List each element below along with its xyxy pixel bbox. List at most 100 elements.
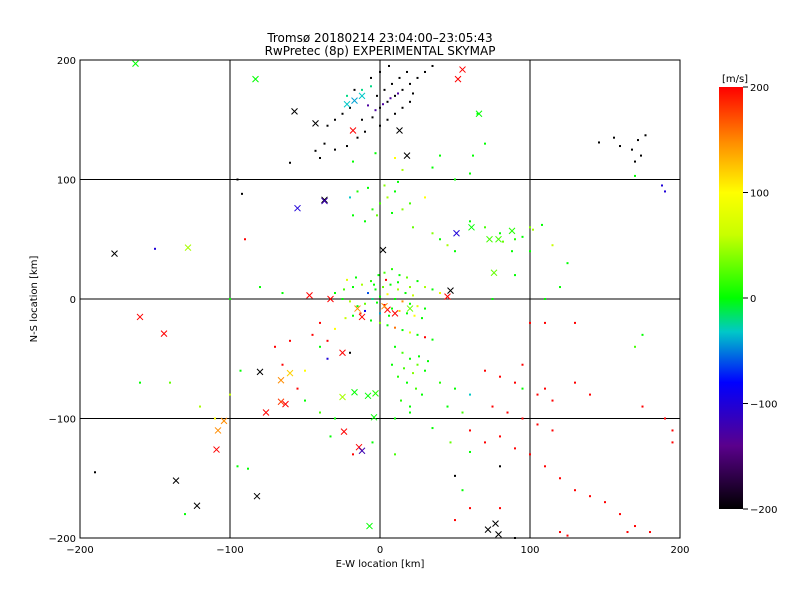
data-point-dot xyxy=(412,372,414,375)
data-point-dot xyxy=(214,417,216,420)
data-point-dot xyxy=(454,387,456,390)
data-point-dot xyxy=(397,288,399,291)
data-point-dot xyxy=(484,142,486,145)
data-point-dot xyxy=(401,88,404,91)
data-point-dot xyxy=(424,196,426,199)
data-point-dot xyxy=(346,145,348,148)
data-point-dot xyxy=(649,531,651,534)
data-point-dot xyxy=(401,208,404,211)
x-axis: −200 −100 0 100 200 xyxy=(66,545,689,556)
data-point-dot xyxy=(424,336,426,339)
data-point-dot xyxy=(514,447,516,450)
data-point-dot xyxy=(289,339,291,342)
data-point-dot xyxy=(334,148,336,151)
data-point-dot xyxy=(413,314,416,317)
y-tick-label: 200 xyxy=(57,56,76,67)
data-point-cross xyxy=(339,393,346,401)
data-point-cross xyxy=(256,368,264,376)
data-point-cross xyxy=(351,97,358,104)
data-point-cross xyxy=(372,390,379,397)
data-point-cross xyxy=(391,309,399,317)
data-point-dot xyxy=(664,190,666,193)
data-point-dot xyxy=(386,324,389,327)
data-point-dot xyxy=(391,268,393,271)
data-point-dot xyxy=(499,435,501,438)
data-point-dot xyxy=(416,333,419,336)
data-point-dot xyxy=(383,271,386,274)
data-point-dot xyxy=(640,154,642,157)
data-point-cross xyxy=(364,392,372,400)
data-point-cross xyxy=(349,127,357,134)
data-point-cross xyxy=(193,502,201,510)
data-point-cross xyxy=(475,110,483,118)
x-tick-label: −200 xyxy=(66,545,93,556)
data-point-dot xyxy=(353,88,356,91)
data-point-cross xyxy=(253,492,261,500)
data-point-dot xyxy=(461,489,464,492)
data-point-dot xyxy=(379,312,381,315)
data-point-dot xyxy=(409,302,411,305)
data-point-dot xyxy=(559,531,561,534)
data-point-dot xyxy=(379,106,381,109)
plot-area xyxy=(79,59,681,539)
data-point-cross xyxy=(340,428,348,435)
data-point-dot xyxy=(247,467,249,470)
data-point-cross xyxy=(160,330,168,338)
data-point-dot xyxy=(377,274,380,277)
data-point-dot xyxy=(454,178,456,181)
data-point-dot xyxy=(281,292,284,295)
data-point-cross xyxy=(354,305,361,312)
data-point-dot xyxy=(274,345,276,348)
data-point-dot xyxy=(379,321,381,324)
data-point-dot xyxy=(398,76,401,79)
data-point-dot xyxy=(323,142,326,145)
data-point-dot xyxy=(532,228,534,231)
data-point-dot xyxy=(641,405,644,408)
data-point-dot xyxy=(544,298,546,300)
data-point-cross xyxy=(490,269,498,277)
data-point-cross xyxy=(277,398,285,406)
data-point-dot xyxy=(566,262,569,265)
data-point-cross xyxy=(358,447,366,455)
data-point-dot xyxy=(499,465,501,468)
data-point-dot xyxy=(385,278,387,281)
data-point-dot xyxy=(406,381,408,384)
data-point-dot xyxy=(379,124,381,127)
data-point-dot xyxy=(391,363,393,366)
data-point-dot xyxy=(424,286,426,289)
data-point-cross xyxy=(220,417,228,425)
data-point-dot xyxy=(469,507,471,510)
data-point-dot xyxy=(613,136,615,139)
data-point-dot xyxy=(446,405,449,408)
data-point-dot xyxy=(401,168,404,171)
data-point-dot xyxy=(521,363,524,366)
data-point-dot xyxy=(559,477,561,480)
data-point-dot xyxy=(367,104,369,107)
data-point-dot xyxy=(421,393,423,396)
data-point-dot xyxy=(236,178,239,181)
data-point-dot xyxy=(371,116,374,119)
colorbar-tick-label: 200 xyxy=(750,83,769,94)
data-point-dot xyxy=(598,141,600,144)
data-point-cross xyxy=(351,388,358,396)
data-point-dot xyxy=(169,381,171,384)
data-point-dot xyxy=(514,274,516,277)
data-point-dot xyxy=(376,94,378,97)
data-point-dot xyxy=(409,405,411,408)
data-point-dot xyxy=(346,278,348,281)
data-point-dot xyxy=(574,321,576,324)
data-point-dot xyxy=(394,112,396,115)
data-point-dot xyxy=(383,88,386,91)
data-point-dot xyxy=(416,305,419,308)
data-point-dot xyxy=(551,429,554,432)
data-point-dot xyxy=(326,339,329,342)
data-point-dot xyxy=(184,513,186,516)
data-point-dot xyxy=(344,317,347,320)
data-point-dot xyxy=(499,375,501,378)
data-point-dot xyxy=(536,393,539,396)
data-point-dot xyxy=(454,519,456,522)
data-point-cross xyxy=(136,313,144,321)
data-point-dot xyxy=(334,292,336,295)
data-point-dot xyxy=(394,94,396,97)
